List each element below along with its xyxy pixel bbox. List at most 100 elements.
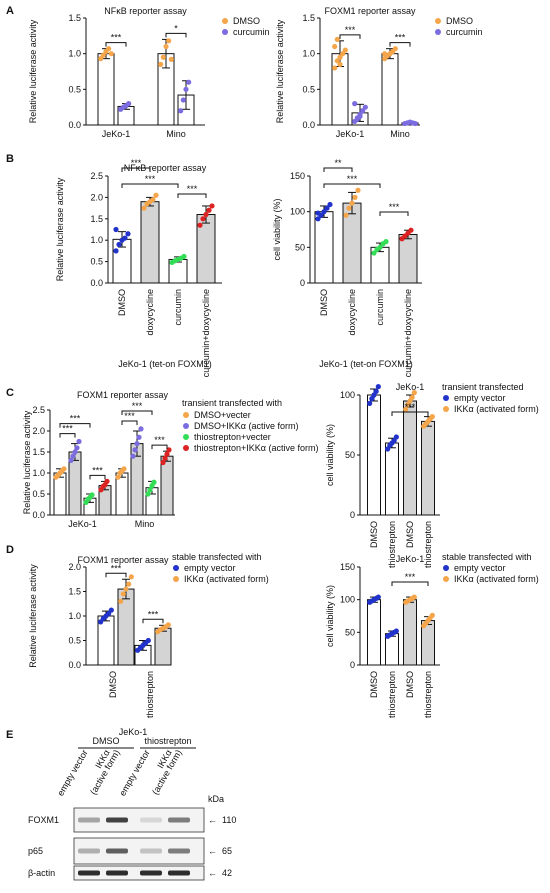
data-point	[375, 594, 381, 600]
significance-bracket	[142, 618, 164, 624]
group-label: thiostrepton	[144, 736, 191, 746]
data-point	[371, 250, 377, 256]
band	[168, 817, 190, 823]
legend-marker	[435, 18, 441, 24]
legend-title: transient transfected	[442, 382, 524, 392]
panel-label-a: A	[6, 5, 14, 17]
x-tick-label: doxycycline	[347, 289, 357, 336]
y-tick-label: 2.0	[90, 192, 103, 202]
y-tick-label: 0.5	[68, 84, 81, 94]
x-tick-label: DMSO	[405, 671, 415, 698]
bar	[367, 599, 381, 666]
blot-row-label: p65	[28, 846, 43, 856]
legend-entry: DMSO+IKKα (active form)	[194, 421, 298, 431]
significance-label: ***	[347, 174, 358, 184]
significance-bracket	[121, 410, 153, 415]
x-tick-label: curcumin	[375, 289, 385, 326]
data-point	[180, 97, 186, 103]
legend-entry: IKKα (activated form)	[454, 574, 539, 584]
y-tick-label: 100	[340, 595, 355, 605]
data-point	[122, 235, 128, 241]
kda-label: kDa	[208, 794, 224, 804]
data-point	[166, 38, 172, 44]
data-point	[132, 447, 138, 453]
x-tick-label: thiostrepton	[423, 521, 433, 568]
x-tick-label: curcumin	[173, 289, 183, 326]
data-point	[355, 187, 361, 193]
data-point	[68, 457, 74, 463]
bar	[140, 201, 160, 284]
y-tick-label: 1.5	[68, 13, 81, 23]
data-point	[108, 51, 114, 57]
legend-title: stable transfected with	[172, 552, 262, 562]
data-point	[340, 51, 346, 57]
y-tick-label: 50	[345, 627, 355, 637]
legend-marker	[443, 565, 449, 571]
significance-label: ***	[187, 184, 198, 194]
data-point	[334, 36, 340, 43]
y-axis-label: Relative luciferase activity	[28, 564, 38, 668]
data-point	[120, 591, 126, 597]
data-point	[324, 205, 330, 211]
bar	[398, 233, 418, 284]
y-axis-label: cell viability (%)	[325, 424, 335, 486]
y-tick-label: 2.5	[32, 405, 45, 415]
data-point	[412, 120, 418, 127]
legend-marker	[183, 412, 189, 418]
y-tick-label: 50	[295, 242, 305, 252]
chart-title: JeKo-1	[396, 554, 425, 564]
data-point	[164, 451, 170, 457]
legend-entry: DMSO	[446, 16, 473, 26]
x-tick-label: JeKo-1	[102, 129, 131, 139]
data-point	[145, 491, 151, 497]
chart-d2-cell-viability: 0 50 100 150 cell viability (%) JeKo-1 DMSO thi…	[325, 552, 539, 718]
significance-label: ***	[405, 402, 416, 412]
significance-label: ***	[62, 424, 73, 434]
data-point	[162, 455, 168, 461]
significance-label: ***	[154, 435, 165, 445]
data-point	[130, 453, 136, 459]
x-tick-label: Mino	[390, 129, 410, 139]
data-point	[108, 607, 114, 613]
data-point	[72, 449, 78, 455]
x-tick-label: doxycycline	[145, 289, 155, 336]
data-point	[165, 622, 171, 628]
data-point	[113, 248, 119, 254]
x-tick-label: JeKo-1	[336, 129, 365, 139]
data-point	[352, 101, 358, 107]
data-point	[138, 426, 144, 432]
legend-marker	[222, 29, 228, 35]
data-point	[121, 466, 127, 472]
significance-bracket	[177, 193, 207, 198]
legend-entry: thiostrepton+IKKα (active form)	[194, 443, 319, 453]
x-tick-label: DMSO	[108, 671, 118, 698]
x-tick-label: DMSO	[319, 289, 329, 316]
data-point	[160, 459, 166, 466]
x-axis-label: JeKo-1 (tet-on FOXM1)	[118, 359, 212, 369]
legend-marker	[183, 445, 189, 451]
x-tick-label: thiostrepton	[423, 671, 433, 718]
data-point	[150, 196, 156, 203]
data-point	[76, 438, 82, 445]
legend-entry: empty vector	[454, 393, 506, 403]
significance-bracket	[165, 32, 187, 38]
chart-a1-nfkb-reporter: 0.0 0.5 1.0 1.5 Relative luciferase activity…	[28, 6, 270, 139]
lane-label: empty vector	[117, 748, 151, 798]
x-tick-label: DMSO	[117, 289, 127, 316]
chart-title: JeKo-1	[396, 382, 425, 392]
x-tick-label: DMSO	[405, 521, 415, 548]
significance-label: ***	[124, 411, 135, 421]
data-point	[408, 227, 414, 233]
data-point	[74, 445, 80, 451]
y-tick-label: 0.5	[68, 636, 81, 646]
data-point	[362, 104, 368, 110]
significance-label: ***	[132, 401, 143, 411]
data-point	[360, 108, 366, 114]
chart-title: NFκB reporter assay	[104, 6, 187, 16]
band	[78, 870, 100, 876]
data-point	[393, 628, 399, 634]
group-label: DMSO	[93, 736, 120, 746]
band	[78, 848, 100, 854]
y-tick-label: 1.0	[68, 49, 81, 59]
